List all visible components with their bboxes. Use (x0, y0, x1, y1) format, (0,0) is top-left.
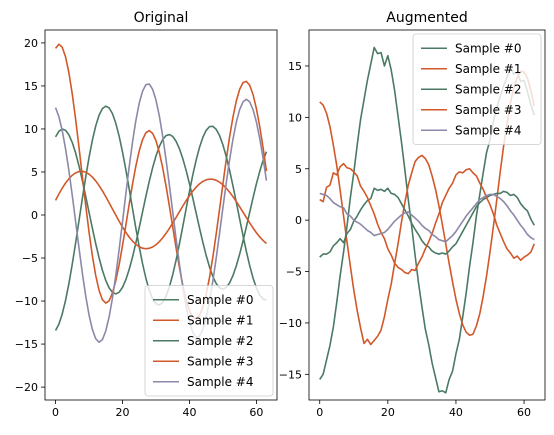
y-tick-label: 15 (288, 60, 302, 73)
x-tick-label: 60 (249, 406, 263, 419)
y-tick-label: −10 (279, 317, 302, 330)
legend-box (144, 285, 274, 397)
legend-label: Sample #2 (187, 334, 254, 348)
x-tick-label: 0 (316, 406, 323, 419)
legend-box (412, 33, 542, 145)
y-tick-label: −10 (15, 295, 38, 308)
plot-frame (308, 29, 546, 401)
y-tick-label: −5 (22, 252, 38, 265)
series-line-3 (319, 162, 536, 275)
series-line-4 (54, 83, 268, 343)
series-line-1 (54, 43, 268, 320)
legend-label: Sample #3 (455, 103, 522, 117)
chart-panel-1: Original 0 20 40 60 −20 −15 −10 −5 0 5 10 15 20 Sample… (15, 10, 278, 419)
y-tick-label: −20 (15, 381, 38, 394)
y-tick-label: −15 (279, 368, 302, 381)
y-tick-label: −5 (286, 266, 302, 279)
legend-label: Sample #1 (455, 62, 522, 76)
chart-title: Augmented (386, 10, 467, 26)
y-tick-label: 10 (288, 111, 302, 124)
x-tick-label: 20 (116, 406, 130, 419)
legend-label: Sample #1 (187, 313, 254, 327)
y-tick-label: −15 (15, 338, 38, 351)
x-tick-label: 0 (52, 406, 59, 419)
y-tick-label: 0 (295, 214, 302, 227)
y-tick-label: 20 (24, 37, 38, 50)
y-tick-label: 10 (24, 123, 38, 136)
legend-label: Sample #4 (187, 375, 254, 389)
legend: Sample #0 Sample #1 Sample #2 Sample #3 Samp… (412, 33, 542, 145)
series-line-0 (54, 128, 268, 295)
chart-title: Original (134, 10, 189, 26)
x-tick-label: 60 (517, 406, 531, 419)
x-tick-label: 20 (381, 406, 395, 419)
legend-label: Sample #4 (455, 123, 522, 137)
legend-label: Sample #3 (187, 354, 254, 368)
y-tick-label: 15 (24, 80, 38, 93)
y-tick-label: 0 (31, 209, 38, 222)
legend-label: Sample #0 (455, 41, 522, 55)
series-line-1 (319, 70, 536, 346)
x-tick-label: 40 (182, 406, 196, 419)
x-tick-label: 40 (449, 406, 463, 419)
legend-label: Sample #0 (187, 293, 254, 307)
legend-label: Sample #2 (455, 82, 522, 96)
series-line-3 (54, 170, 267, 250)
legend: Sample #0 Sample #1 Sample #2 Sample #3 Samp… (144, 285, 274, 397)
y-tick-label: 5 (295, 163, 302, 176)
y-tick-label: 5 (31, 166, 38, 179)
series-line-4 (319, 192, 535, 243)
